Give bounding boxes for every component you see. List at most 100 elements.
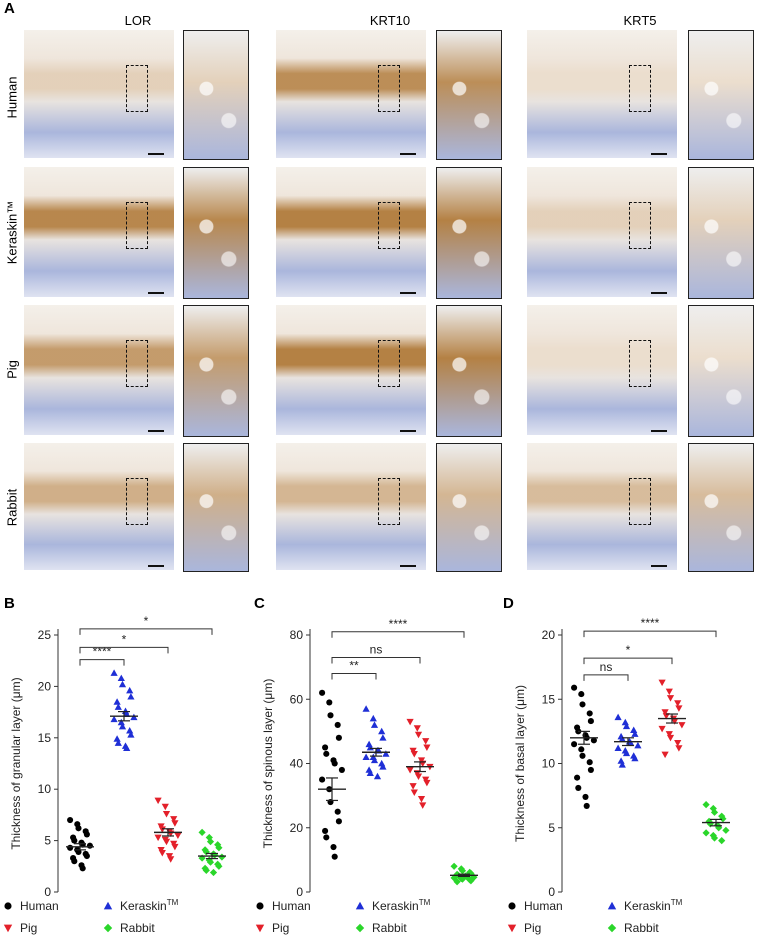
y-tick-label: 20 <box>290 821 304 835</box>
data-point-pig <box>158 850 166 857</box>
data-point-pig <box>419 802 427 809</box>
data-point-keraskin <box>127 693 135 700</box>
data-point-human <box>323 834 330 841</box>
data-point-human <box>579 701 586 708</box>
data-point-keraskin <box>123 744 131 751</box>
data-point-pig <box>409 783 417 790</box>
data-point-human <box>571 741 578 748</box>
legend-label-rabbit: Rabbit <box>624 921 659 935</box>
y-tick-label: 10 <box>38 782 52 796</box>
scale-bar-rabbit-krt5 <box>651 565 667 567</box>
scale-bar-keraskin-lor <box>148 292 164 294</box>
data-point-human <box>319 689 326 696</box>
data-point-keraskin <box>370 721 379 728</box>
data-point-human <box>578 746 585 753</box>
data-point-rabbit <box>206 838 215 846</box>
data-point-keraskin <box>618 735 626 742</box>
row-label-rabbit: Rabbit <box>4 488 20 527</box>
legend-marker-rabbit <box>103 923 113 933</box>
data-point-keraskin <box>110 715 118 723</box>
data-point-rabbit <box>211 851 219 859</box>
data-point-pig <box>675 705 683 712</box>
panel-letter-b: B <box>4 595 15 612</box>
data-point-pig <box>410 750 418 758</box>
scale-bar-human-lor <box>148 153 164 155</box>
data-point-keraskin <box>126 727 134 734</box>
data-point-human <box>71 858 78 865</box>
scale-bar-keraskin-krt10 <box>400 292 416 294</box>
data-point-human <box>338 766 345 773</box>
legend-marker-human <box>256 902 264 910</box>
micrograph-inset-pig-lor <box>183 305 249 437</box>
data-point-pig <box>162 838 171 846</box>
data-point-rabbit <box>215 862 223 870</box>
micrograph-inset-rabbit-krt5 <box>688 443 754 572</box>
data-point-pig <box>665 688 673 696</box>
y-tick-label: 10 <box>542 757 556 771</box>
y-axis-label: Thickness of basal layer (μm) <box>513 685 527 842</box>
scale-bar-human-krt5 <box>651 153 667 155</box>
data-point-rabbit <box>718 837 726 845</box>
inset-marker-pig-krt10 <box>378 340 400 387</box>
data-point-human <box>330 843 337 851</box>
panel-letter-c: C <box>254 595 265 612</box>
data-point-rabbit <box>453 878 461 886</box>
significance-label: * <box>626 643 631 657</box>
data-point-keraskin <box>382 750 390 757</box>
data-point-keraskin <box>370 756 379 764</box>
data-point-human <box>335 734 342 741</box>
significance-bracket <box>331 631 465 638</box>
data-point-human <box>575 784 582 791</box>
data-point-rabbit <box>458 875 467 883</box>
micrograph-pig-lor <box>24 305 174 435</box>
data-point-pig <box>170 816 178 823</box>
legend-label-keraskin: KeraskinTM <box>372 898 431 913</box>
significance-label: * <box>122 632 127 646</box>
y-tick-label: 60 <box>290 692 304 706</box>
inset-marker-keraskin-lor <box>126 202 148 249</box>
data-point-pig <box>675 745 683 752</box>
micrograph-pig-krt10 <box>276 305 426 435</box>
data-point-rabbit <box>722 826 730 834</box>
data-point-pig <box>658 725 666 733</box>
data-point-keraskin <box>631 730 639 737</box>
y-tick-label: 80 <box>290 628 304 642</box>
legend-label-pig: Pig <box>272 921 289 935</box>
data-point-keraskin <box>362 705 370 712</box>
data-point-pig <box>174 832 182 840</box>
data-point-pig <box>671 718 679 725</box>
data-point-keraskin <box>627 739 635 746</box>
significance-bracket <box>79 628 213 635</box>
scale-bar-rabbit-lor <box>148 565 164 567</box>
significance-bracket <box>583 630 717 638</box>
micrograph-inset-pig-krt10 <box>436 305 502 437</box>
chart-basal-layer: 0 5 10 15 20 Thickness of basal layer (μm) ns *… <box>507 616 730 935</box>
y-tick-label: 5 <box>548 821 555 835</box>
micrograph-human-lor <box>24 30 174 158</box>
inset-marker-pig-krt5 <box>629 340 651 387</box>
data-point-pig <box>161 803 169 811</box>
micrograph-inset-keraskin-krt10 <box>436 167 502 299</box>
stain-title-lor: LOR <box>124 13 152 28</box>
micrograph-inset-human-lor <box>183 30 249 160</box>
data-point-pig <box>154 797 162 805</box>
scale-bar-rabbit-krt10 <box>400 565 416 567</box>
data-point-pig <box>171 843 179 851</box>
significance-label: * <box>144 614 149 628</box>
significance-bracket <box>79 646 169 654</box>
data-point-human <box>334 721 341 729</box>
legend-label-pig: Pig <box>524 921 541 935</box>
inset-marker-rabbit-lor <box>126 478 148 525</box>
data-point-rabbit <box>206 858 215 866</box>
data-point-pig <box>414 731 423 739</box>
micrograph-human-krt10 <box>276 30 426 158</box>
data-point-human <box>71 837 78 844</box>
significance-label: ** <box>349 659 359 673</box>
data-point-keraskin <box>118 722 127 730</box>
y-tick-label: 0 <box>296 885 303 899</box>
data-point-pig <box>662 713 670 720</box>
panel-letter-a: A <box>4 0 15 17</box>
data-point-keraskin <box>369 714 377 722</box>
data-point-human <box>67 816 74 824</box>
micrograph-inset-pig-krt5 <box>688 305 754 437</box>
